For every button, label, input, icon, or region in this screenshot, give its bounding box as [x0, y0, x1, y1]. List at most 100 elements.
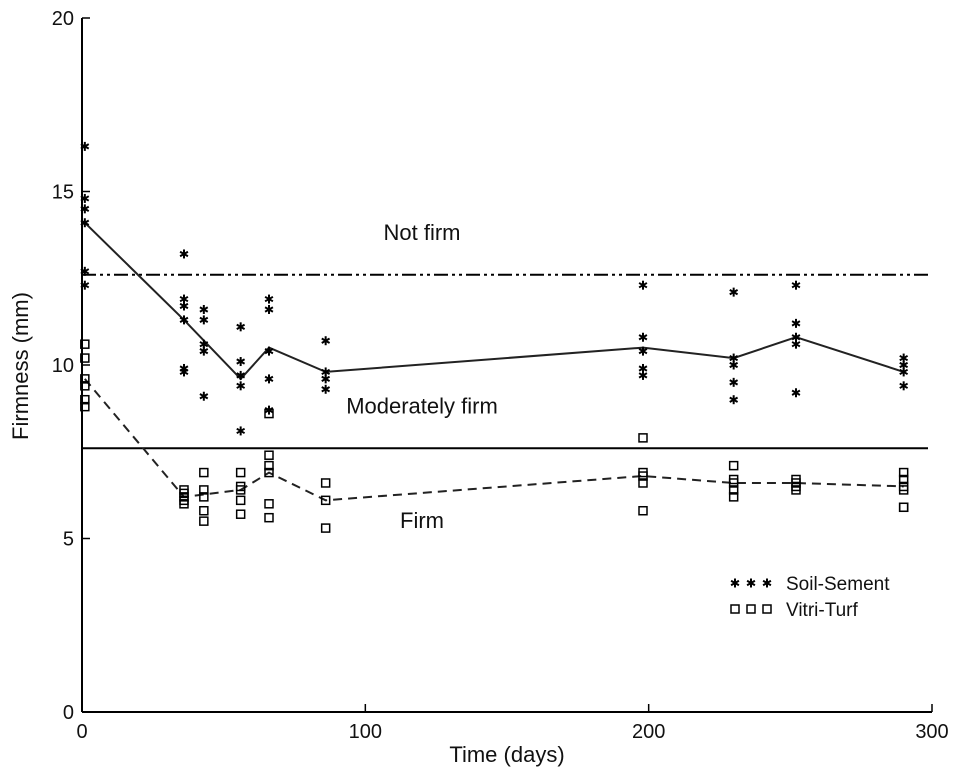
square-marker: [80, 394, 90, 405]
mean-lines: [84, 221, 905, 502]
asterisk-stroke: [729, 396, 739, 403]
asterisk-stroke: [264, 306, 274, 313]
asterisk-marker: [746, 578, 756, 588]
square-marker: [898, 485, 909, 495]
asterisk-stroke: [638, 348, 648, 355]
square-marker: [235, 485, 246, 495]
asterisk-marker: [199, 315, 209, 325]
asterisk-marker: [236, 381, 246, 391]
zone-label: Not firm: [384, 220, 461, 245]
asterisk-marker: [321, 384, 331, 394]
asterisk-marker: [729, 377, 739, 387]
square-marker: [638, 505, 648, 516]
square-marker: [762, 604, 772, 614]
square-marker: [730, 604, 740, 614]
square-marker: [898, 467, 909, 478]
asterisk-stroke: [746, 579, 756, 587]
x-tick-label: 200: [632, 721, 665, 743]
asterisk-stroke: [179, 316, 189, 324]
x-tick-label: 0: [76, 721, 87, 743]
square-marker: [320, 495, 331, 506]
square-marker: [199, 467, 209, 478]
asterisk-stroke: [899, 361, 909, 369]
asterisk-stroke: [321, 386, 331, 393]
square-marker: [264, 512, 274, 523]
asterisk-marker: [791, 280, 801, 290]
asterisk-stroke: [791, 341, 801, 348]
asterisk-marker: [638, 280, 648, 290]
asterisk-stroke: [199, 348, 209, 355]
legend-label: Vitri-Turf: [786, 600, 859, 621]
legend: Soil-Sement Vitri-Turf: [730, 574, 890, 621]
legend-item: Vitri-Turf: [730, 600, 859, 621]
axis-ticks: 0 100 200 300 0 5 10 15 20: [52, 8, 949, 743]
asterisk-stroke: [199, 393, 209, 400]
asterisk-marker: [199, 346, 209, 356]
y-tick-label: 15: [52, 182, 74, 204]
asterisk-marker: [791, 339, 801, 349]
square-marker: [199, 516, 209, 526]
asterisk-marker: [899, 367, 909, 377]
asterisk-stroke: [899, 368, 909, 376]
asterisk-stroke: [179, 250, 189, 258]
square-marker: [264, 467, 274, 478]
asterisk-stroke: [199, 306, 209, 313]
asterisk-marker: [199, 391, 209, 401]
square-marker: [199, 492, 209, 502]
legend-label: Soil-Sement: [786, 574, 890, 595]
square-marker: [746, 604, 756, 614]
asterisk-stroke: [264, 295, 274, 303]
asterisk-stroke: [730, 579, 740, 587]
square-marker: [80, 401, 90, 412]
asterisk-stroke: [638, 282, 648, 289]
asterisk-marker: [899, 381, 909, 391]
asterisk-marker: [791, 388, 801, 398]
asterisk-stroke: [179, 368, 189, 376]
asterisk-marker: [791, 318, 801, 328]
square-marker: [80, 374, 90, 384]
square-marker: [728, 485, 739, 495]
asterisk-marker: [638, 370, 648, 380]
asterisk-stroke: [236, 372, 246, 379]
asterisk-stroke: [321, 368, 331, 376]
asterisk-marker: [179, 367, 189, 377]
asterisk-marker: [199, 304, 209, 314]
asterisk-marker: [638, 346, 648, 356]
square-marker: [898, 502, 909, 513]
square-marker: [898, 474, 909, 485]
asterisk-marker: [236, 426, 246, 436]
asterisk-marker: [264, 304, 274, 314]
square-marker: [80, 339, 90, 349]
asterisk-stroke: [179, 302, 189, 310]
asterisk-stroke: [236, 382, 246, 389]
y-tick-label: 0: [63, 702, 74, 724]
square-marker: [320, 478, 331, 488]
asterisk-marker: [264, 346, 274, 356]
square-marker: [728, 460, 739, 471]
square-marker: [898, 502, 909, 513]
asterisk-stroke: [321, 375, 331, 382]
asterisk-stroke: [791, 334, 801, 341]
square-marker: [264, 460, 274, 471]
asterisk-stroke: [199, 316, 209, 324]
y-tick-label: 20: [52, 8, 74, 30]
asterisk-marker: [179, 301, 189, 311]
square-marker: [179, 499, 189, 509]
asterisk-stroke: [729, 354, 739, 362]
zone-label: Firm: [400, 508, 444, 533]
asterisk-marker: [236, 322, 246, 332]
asterisk-stroke: [199, 341, 209, 348]
asterisk-stroke: [638, 365, 648, 372]
asterisk-stroke: [264, 348, 274, 355]
asterisk-marker: [321, 336, 331, 346]
asterisk-stroke: [236, 427, 246, 435]
zone-labels: Not firm Moderately firm Firm: [346, 220, 498, 533]
asterisk-stroke: [729, 361, 739, 369]
asterisk-marker: [729, 395, 739, 405]
data-points: [80, 141, 909, 533]
asterisk-stroke: [899, 354, 909, 362]
asterisk-marker: [729, 360, 739, 370]
square-marker: [80, 381, 90, 391]
asterisk-marker: [264, 294, 274, 304]
